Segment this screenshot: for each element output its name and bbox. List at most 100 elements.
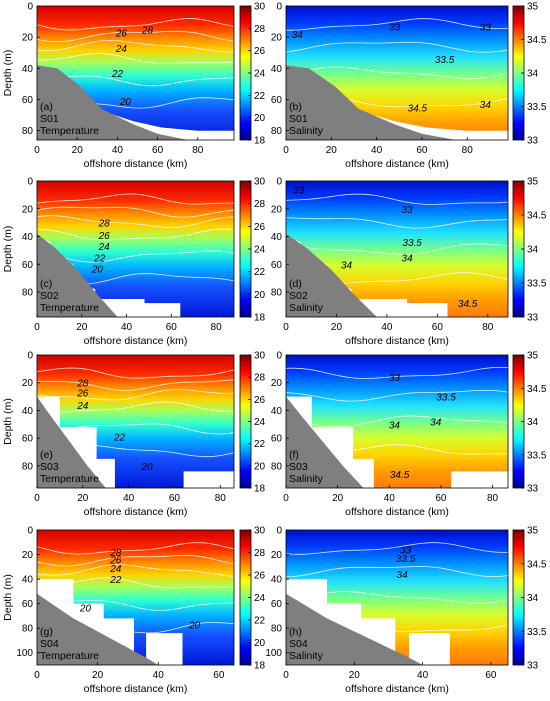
station-label: S01 [40, 113, 59, 125]
x-tick-label: 0 [283, 670, 289, 681]
axes-frame [36, 354, 235, 489]
x-tick-label: 60 [435, 493, 447, 504]
colorbar-tick-label: 24 [254, 417, 266, 428]
colorbar-tick-label: 34.5 [527, 559, 547, 570]
contour-label: 24 [115, 44, 128, 55]
contour-label: 34.5 [408, 103, 428, 114]
colorbar-tick-label: 34 [527, 245, 539, 256]
y-axis-label: Depth (m) [2, 398, 14, 445]
station-label: S03 [289, 461, 308, 473]
contour-label: 34 [430, 418, 442, 429]
contour-label: 20 [79, 603, 92, 614]
station-label: S01 [289, 113, 308, 125]
colorbar-tick-label: 24 [254, 69, 266, 80]
y-tick-label: 20 [22, 378, 34, 389]
contour-label: 24 [109, 564, 122, 575]
contour-label: 33.5 [402, 238, 422, 249]
x-axis-label: offshore distance (km) [345, 158, 449, 170]
colorbar-tick-label: 24 [254, 245, 266, 256]
variable-label: Salinity [289, 302, 324, 314]
panel-label: (a) [40, 101, 53, 113]
x-tick-label: 20 [349, 670, 361, 681]
y-tick-label: 80 [271, 288, 283, 299]
x-tick-label: 20 [72, 145, 84, 156]
contour-label: 34 [480, 100, 492, 111]
y-tick-label: 0 [27, 351, 33, 362]
x-tick-label: 60 [432, 322, 444, 333]
contour-label: 22 [93, 253, 106, 264]
y-tick-label: 80 [22, 461, 34, 472]
station-label: S02 [289, 290, 308, 302]
y-tick-label: 60 [22, 599, 34, 610]
contour-line [286, 542, 508, 555]
y-tick-label: 20 [271, 378, 283, 389]
y-tick-label: 60 [22, 434, 34, 445]
y-tick-label: 40 [271, 406, 283, 417]
contour-label: 20 [119, 97, 132, 108]
contour-label: 24 [98, 242, 111, 253]
x-tick-label: 60 [213, 670, 225, 681]
y-tick-label: 60 [271, 260, 283, 271]
x-tick-label: 60 [152, 145, 164, 156]
contour-line [37, 367, 234, 379]
x-tick-label: 20 [332, 493, 344, 504]
contour-line [286, 41, 508, 53]
colorbar-tick-label: 33.5 [527, 450, 547, 461]
x-tick-label: 80 [487, 493, 499, 504]
panel-label: (d) [289, 278, 302, 290]
contour-label: 34 [397, 570, 409, 581]
bathymetry [286, 593, 423, 665]
variable-label: Temperature [40, 650, 99, 662]
x-tick-label: 0 [34, 493, 40, 504]
contour-line [37, 228, 234, 241]
y-tick-label: 40 [22, 232, 34, 243]
colorbar-tick-label: 33 [527, 661, 539, 672]
colorbar-tick-label: 22 [254, 616, 266, 627]
panel-label: (e) [40, 449, 53, 461]
bathymetry [286, 65, 456, 140]
colorbar-tick-label: 22 [254, 439, 266, 450]
y-tick-label: 80 [271, 624, 283, 635]
no-data-mask [146, 633, 183, 665]
colorbar-tick-label: 34.5 [527, 35, 547, 46]
x-axis-label: offshore distance (km) [84, 158, 188, 170]
x-tick-label: 80 [211, 322, 223, 333]
y-tick-label: 80 [22, 126, 34, 137]
contour-line [37, 564, 234, 577]
colorbar-tick-label: 28 [254, 24, 266, 35]
x-tick-label: 20 [331, 322, 343, 333]
no-data-mask [451, 471, 508, 488]
contour-line [286, 390, 508, 402]
x-tick-label: 0 [34, 322, 40, 333]
colorbar-tick-label: 26 [254, 571, 266, 582]
y-tick-label: 80 [271, 461, 283, 472]
colorbar-tick-label: 34.5 [527, 384, 547, 395]
y-tick-label: 0 [276, 177, 282, 188]
contour-label: 33 [402, 205, 414, 216]
colorbar-tick-label: 33 [527, 136, 539, 147]
bathymetry [37, 593, 159, 665]
contour-label: 33 [400, 546, 412, 557]
contour-line [37, 542, 234, 555]
x-tick-label: 60 [485, 670, 497, 681]
contour-label: 28 [98, 219, 111, 230]
contour-line [37, 250, 234, 263]
y-tick-label: 40 [271, 575, 283, 586]
x-tick-label: 0 [34, 145, 40, 156]
colorbar-tick-label: 33.5 [527, 102, 547, 113]
colorbar-tick-label: 33.5 [527, 627, 547, 638]
contour-label: 33.5 [436, 393, 456, 404]
contour-label: 20 [188, 621, 201, 632]
contour-label: 33 [389, 22, 401, 33]
contour-label: 26 [98, 231, 111, 242]
y-tick-label: 20 [22, 550, 34, 561]
y-tick-label: 40 [271, 64, 283, 75]
contour-label: 28 [141, 25, 154, 36]
bathymetry [37, 233, 118, 317]
x-tick-label: 60 [169, 493, 181, 504]
contour-label: 33 [293, 185, 305, 196]
